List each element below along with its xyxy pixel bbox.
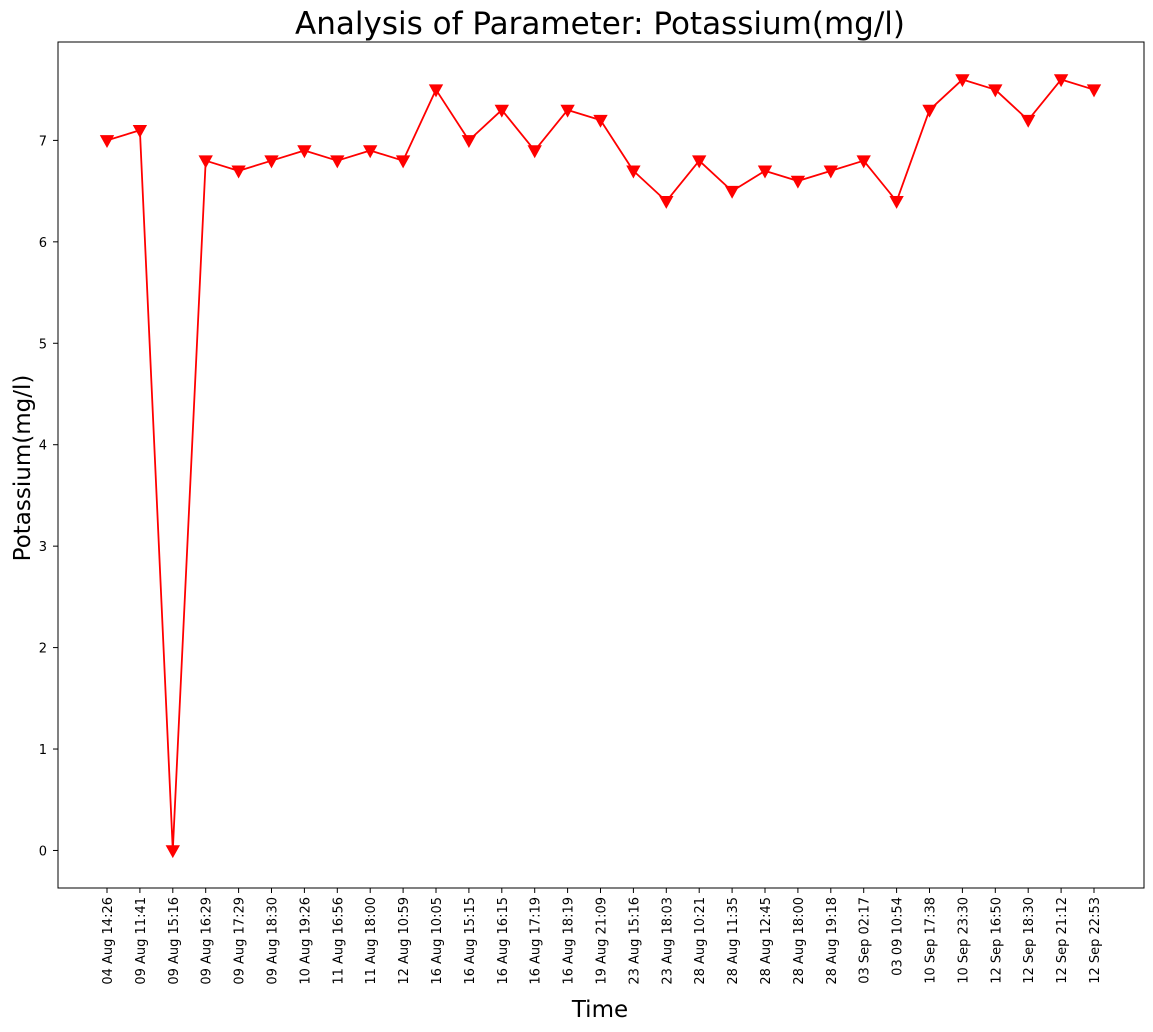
x-tick-label: 28 Aug 11:35 — [726, 897, 741, 985]
x-tick-label: 28 Aug 12:45 — [759, 897, 774, 985]
x-tick-label: 12 Sep 21:12 — [1055, 897, 1070, 984]
data-point-marker — [1086, 84, 1102, 98]
y-tick-label: 2 — [39, 642, 47, 657]
y-tick-label: 5 — [39, 337, 47, 352]
x-tick-label: 09 Aug 15:16 — [167, 897, 182, 985]
x-tick-label: 10 Sep 17:38 — [924, 897, 939, 984]
y-axis-label: Potassium(mg/l) — [10, 375, 36, 562]
data-point-marker — [659, 195, 674, 209]
x-tick-label: 16 Aug 16:15 — [496, 897, 511, 985]
data-point-marker — [428, 84, 444, 98]
x-tick-label: 16 Aug 18:19 — [562, 897, 577, 985]
x-tick-label: 11 Aug 18:00 — [364, 897, 379, 985]
y-tick-label: 3 — [39, 540, 47, 555]
x-tick-label: 28 Aug 18:00 — [792, 897, 807, 985]
data-point-marker — [922, 104, 937, 118]
y-tick-label: 0 — [39, 844, 47, 859]
data-point-marker — [330, 155, 345, 169]
x-tick-label: 12 Aug 10:59 — [397, 897, 412, 985]
x-tick-label: 28 Aug 19:18 — [825, 897, 840, 985]
y-tick-label: 1 — [39, 743, 47, 758]
data-point-marker — [165, 845, 180, 859]
data-point-marker — [99, 135, 115, 149]
data-point-marker — [856, 155, 871, 169]
x-tick-label: 03 09 10:54 — [891, 897, 906, 976]
data-point-marker — [527, 145, 542, 159]
x-tick-label: 09 Aug 16:29 — [200, 897, 215, 985]
y-tick-label: 6 — [39, 236, 47, 251]
data-point-marker — [823, 165, 838, 179]
data-point-marker — [692, 155, 707, 169]
data-point-marker — [560, 104, 575, 118]
x-tick-label: 04 Aug 14:26 — [101, 897, 116, 985]
x-tick-label: 12 Sep 16:50 — [989, 897, 1004, 984]
data-point-marker — [1021, 114, 1036, 128]
x-tick-label: 28 Aug 10:21 — [693, 897, 708, 985]
data-point-marker — [593, 114, 608, 128]
x-tick-label: 11 Aug 16:56 — [331, 897, 346, 985]
data-point-marker — [790, 175, 806, 189]
x-tick-label: 12 Sep 18:30 — [1022, 897, 1037, 984]
data-point-marker — [198, 155, 213, 169]
data-point-marker — [626, 165, 641, 179]
y-tick-label: 4 — [39, 439, 47, 454]
x-tick-label: 16 Aug 15:15 — [463, 897, 478, 985]
x-tick-label: 03 Sep 02:17 — [858, 897, 873, 984]
x-tick-label: 19 Aug 21:09 — [595, 897, 610, 985]
y-tick-label: 7 — [39, 134, 47, 149]
data-point-marker — [955, 74, 970, 88]
data-point-marker — [132, 124, 148, 138]
x-tick-label: 09 Aug 11:41 — [134, 897, 149, 985]
data-point-marker — [757, 165, 773, 179]
x-tick-label: 12 Sep 22:53 — [1088, 897, 1103, 984]
x-tick-label: 16 Aug 10:05 — [430, 897, 445, 985]
data-point-marker — [461, 135, 477, 149]
data-point-marker — [297, 145, 312, 159]
data-point-marker — [889, 195, 904, 209]
data-point-marker — [724, 185, 740, 199]
x-tick-label: 09 Aug 17:29 — [233, 897, 248, 985]
x-tick-label: 23 Aug 18:03 — [660, 897, 675, 985]
data-point-marker — [494, 104, 509, 118]
data-point-marker — [363, 145, 378, 159]
chart-title: Analysis of Parameter: Potassium(mg/l) — [295, 6, 905, 42]
x-tick-label: 10 Aug 19:26 — [298, 897, 313, 985]
x-tick-label: 16 Aug 17:19 — [529, 897, 544, 985]
plot-area: 0 1 2 3 4 5 6 7 04 Aug 14:26 09 Aug 11:41 09 Aug 1… — [39, 74, 1103, 985]
data-point-marker — [264, 155, 279, 169]
data-point-marker — [231, 165, 246, 179]
x-axis-label: Time — [571, 997, 628, 1023]
x-tick-label: 10 Sep 23:30 — [956, 897, 971, 984]
x-tick-label: 23 Aug 15:16 — [627, 897, 642, 985]
data-point-marker — [1053, 74, 1069, 88]
series-line — [106, 78, 1095, 852]
plot-frame — [57, 41, 1145, 889]
data-point-marker — [395, 155, 411, 169]
x-tick-label: 09 Aug 18:30 — [266, 897, 281, 985]
data-point-marker — [988, 84, 1003, 98]
